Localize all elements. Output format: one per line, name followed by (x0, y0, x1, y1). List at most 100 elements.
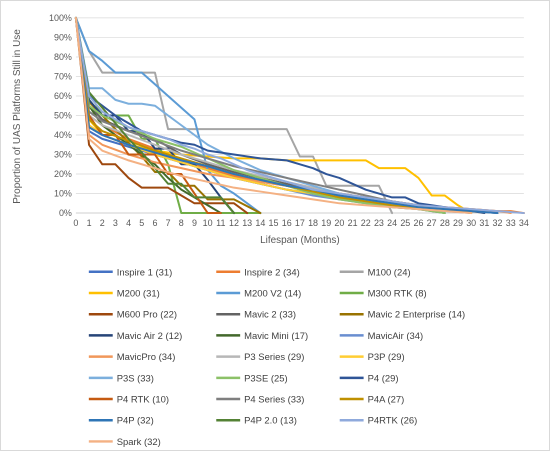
legend-label: P4A (27) (368, 395, 405, 406)
legend-label: MavicAir (34) (368, 331, 424, 342)
legend-item: P3 Series (29) (216, 352, 304, 363)
x-tick-label: 15 (269, 218, 279, 228)
legend-label: P4RTK (26) (368, 416, 418, 427)
x-tick-label: 31 (479, 218, 489, 228)
x-axis-title: Lifespan (Months) (260, 235, 340, 246)
x-tick-label: 21 (348, 218, 358, 228)
legend-item: Mavic 2 Enterprise (14) (339, 310, 466, 321)
legend-item: Inspire 1 (31) (88, 267, 173, 278)
x-tick-label: 16 (282, 218, 292, 228)
series-line (74, 16, 262, 215)
legend-label: P4 (29) (368, 373, 399, 384)
x-tick-label: 4 (126, 218, 131, 228)
x-tick-label: 12 (229, 218, 239, 228)
legend-item: M100 (24) (339, 267, 411, 278)
y-tick-label: 10% (54, 189, 72, 199)
legend-label: P4 RTK (10) (117, 395, 169, 406)
legend-item: P4 RTK (10) (88, 395, 169, 406)
x-tick-label: 23 (374, 218, 384, 228)
x-tick-label: 2 (100, 218, 105, 228)
legend-label: M200 (31) (117, 288, 160, 299)
legend-item: P3SE (25) (216, 373, 288, 384)
legend-item: P3S (33) (88, 373, 154, 384)
y-tick-label: 30% (54, 150, 72, 160)
x-tick-label: 29 (453, 218, 463, 228)
legend-item: P3P (29) (339, 352, 405, 363)
x-tick-label: 0 (73, 218, 78, 228)
legend-item: Mavic Air 2 (12) (88, 331, 183, 342)
x-tick-label: 33 (506, 218, 516, 228)
legend-label: P4P 2.0 (13) (244, 416, 297, 427)
legend-label: Mavic 2 Enterprise (14) (368, 310, 466, 321)
x-tick-label: 26 (413, 218, 423, 228)
x-tick-label: 30 (466, 218, 476, 228)
legend-item: P4P (32) (88, 416, 154, 427)
x-tick-label: 9 (192, 218, 197, 228)
legend-item: Mavic Mini (17) (216, 331, 308, 342)
legend-item: MavicPro (34) (88, 352, 176, 363)
x-tick-label: 25 (400, 218, 410, 228)
legend-item: M300 RTK (8) (339, 288, 427, 299)
x-tick-label: 24 (387, 218, 397, 228)
x-tick-label: 8 (179, 218, 184, 228)
x-tick-label: 1 (87, 218, 92, 228)
x-tick-label: 11 (216, 218, 225, 228)
legend-item: P4A (27) (339, 395, 405, 406)
legend-label: P3S (33) (117, 373, 154, 384)
legend-label: P3 Series (29) (244, 352, 304, 363)
legend-item: Spark (32) (88, 437, 161, 448)
x-tick-label: 34 (519, 218, 529, 228)
x-tick-label: 6 (152, 218, 157, 228)
x-tick-label: 27 (427, 218, 437, 228)
legend-item: P4 (29) (339, 373, 399, 384)
x-tick-label: 20 (334, 218, 344, 228)
x-tick-label: 7 (166, 218, 171, 228)
legend-item: M200 V2 (14) (216, 288, 301, 299)
y-tick-label: 50% (54, 110, 72, 120)
legend-item: M200 (31) (88, 288, 160, 299)
legend-item: Mavic 2 (33) (216, 310, 296, 321)
legend-item: M600 Pro (22) (88, 310, 177, 321)
legend-label: Spark (32) (117, 437, 161, 448)
legend-item: P4P 2.0 (13) (216, 416, 297, 427)
legend-item: MavicAir (34) (339, 331, 424, 342)
y-tick-label: 70% (54, 71, 72, 81)
x-tick-label: 10 (203, 218, 213, 228)
legend-label: Mavic Mini (17) (244, 331, 308, 342)
legend-item: P4RTK (26) (339, 416, 418, 427)
series-line (74, 16, 249, 215)
y-tick-label: 80% (54, 52, 72, 62)
y-axis-title: Proportion of UAS Platforms Still in Use (12, 29, 23, 204)
series-line (74, 16, 473, 215)
legend-item: P4 Series (33) (216, 395, 304, 406)
legend-label: Mavic 2 (33) (244, 310, 296, 321)
x-tick-label: 28 (440, 218, 450, 228)
x-tick-label: 5 (139, 218, 144, 228)
series-lines (74, 16, 525, 215)
x-tick-label: 22 (361, 218, 371, 228)
legend-label: Inspire 2 (34) (244, 267, 300, 278)
legend-label: MavicPro (34) (117, 352, 176, 363)
legend-label: Mavic Air 2 (12) (117, 331, 183, 342)
y-tick-label: 40% (54, 130, 72, 140)
legend-label: M100 (24) (368, 267, 411, 278)
legend-item: Inspire 2 (34) (216, 267, 300, 278)
y-tick-label: 60% (54, 91, 72, 101)
legend-label: P3P (29) (368, 352, 405, 363)
legend-label: M300 RTK (8) (368, 288, 427, 299)
x-tick-label: 18 (308, 218, 318, 228)
legend: Inspire 1 (31) Inspire 2 (34) M100 (24) M20… (88, 267, 466, 448)
legend-label: Inspire 1 (31) (117, 267, 173, 278)
x-tick-label: 13 (242, 218, 252, 228)
y-tick-label: 0% (59, 208, 72, 218)
x-tick-label: 32 (493, 218, 503, 228)
x-tick-label: 3 (113, 218, 118, 228)
legend-label: M600 Pro (22) (117, 310, 177, 321)
y-axis-ticks: 0% 10% 20% 30% 40% 50% 60% 70% 80% 90% 100% (49, 13, 72, 218)
legend-label: M200 V2 (14) (244, 288, 301, 299)
legend-label: P3SE (25) (244, 373, 288, 384)
gridlines (75, 17, 524, 214)
x-tick-label: 14 (255, 218, 265, 228)
series-line (74, 16, 499, 215)
